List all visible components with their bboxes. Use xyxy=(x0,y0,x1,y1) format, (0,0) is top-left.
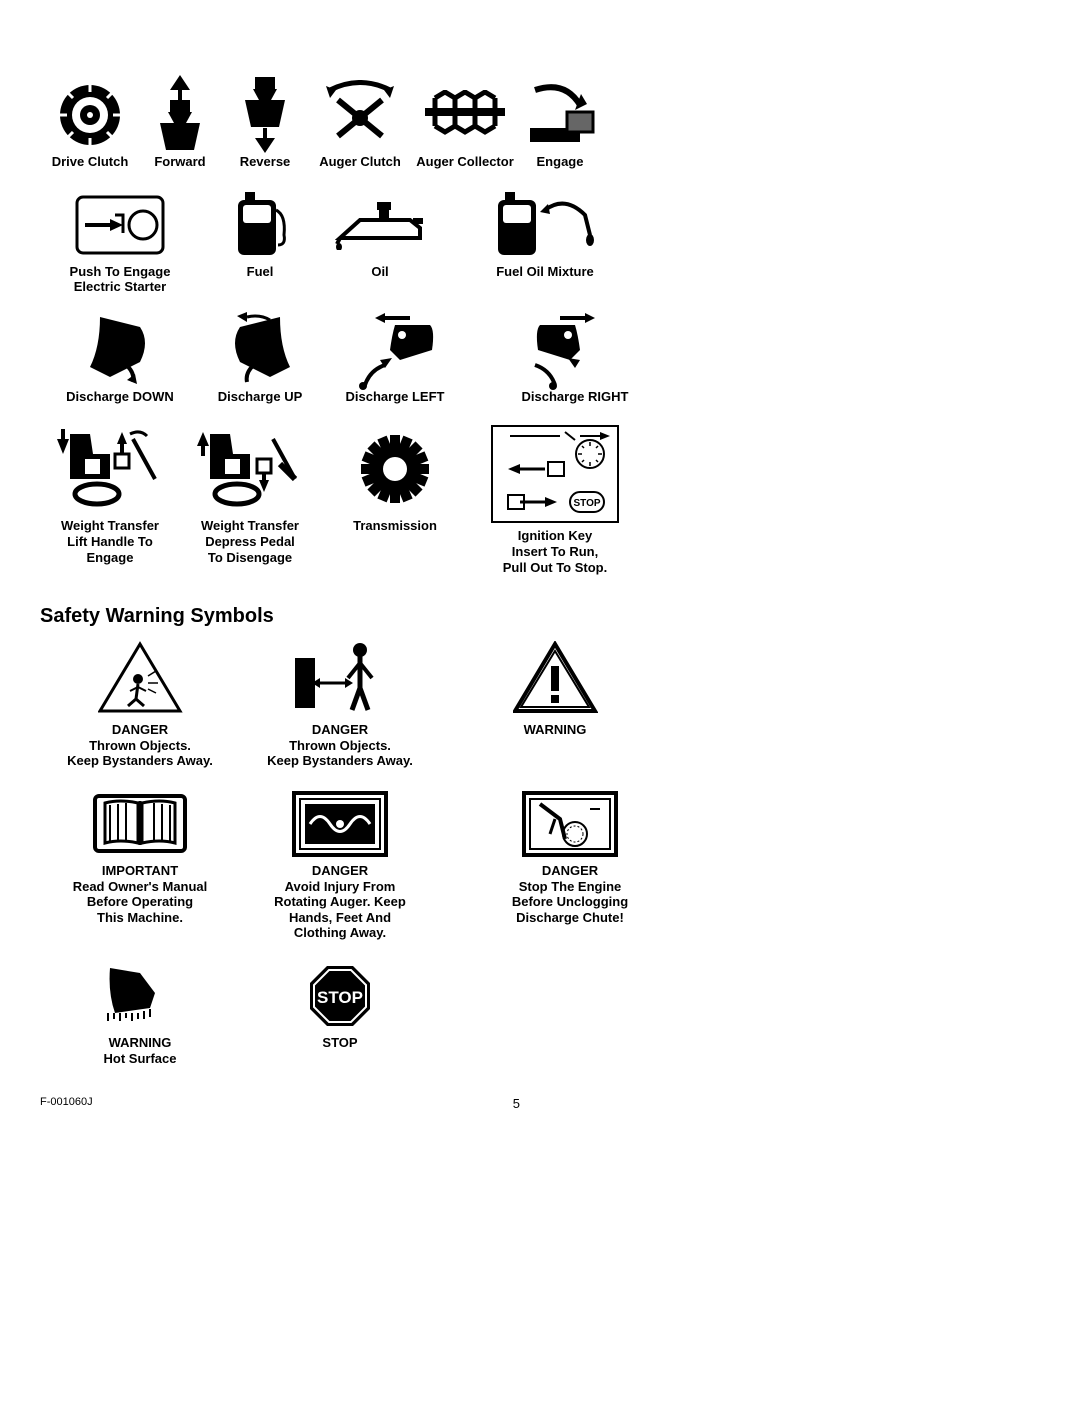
danger-chute-icon xyxy=(520,789,620,859)
symbol-discharge-left: Discharge LEFT xyxy=(320,315,470,405)
symbol-ignition-key: STOP Ignition Key Insert To Run, Pull Ou… xyxy=(480,424,630,575)
row1: Drive Clutch Forward Reverse xyxy=(40,80,1040,190)
manual-icon xyxy=(90,789,190,859)
symbol-transmission: Transmission xyxy=(320,424,470,575)
symbol-auger-clutch: Auger Clutch xyxy=(310,80,410,170)
row2: Push To Engage Electric Starter Fuel Oil xyxy=(40,190,1040,315)
symbol-discharge-right: Discharge RIGHT xyxy=(500,315,650,405)
label: IMPORTANT Read Owner's Manual Before Ope… xyxy=(73,863,208,925)
label: WARNING Hot Surface xyxy=(104,1035,177,1066)
forward-icon xyxy=(160,80,200,150)
discharge-right-icon xyxy=(530,315,620,385)
drive-clutch-icon xyxy=(55,80,125,150)
discharge-left-icon xyxy=(350,315,440,385)
label: WARNING xyxy=(524,722,587,738)
symbol-warning: WARNING xyxy=(480,638,630,769)
label: Discharge LEFT xyxy=(346,389,445,405)
label: Ignition Key Insert To Run, Pull Out To … xyxy=(503,528,607,575)
symbol-warning-hot: WARNING Hot Surface xyxy=(40,961,240,1066)
label: STOP xyxy=(322,1035,357,1051)
label: Engage xyxy=(537,154,584,170)
label: Drive Clutch xyxy=(52,154,129,170)
label: Weight Transfer Depress Pedal To Disenga… xyxy=(201,518,299,565)
svg-text:STOP: STOP xyxy=(573,498,600,509)
hot-surface-icon xyxy=(100,961,180,1031)
label: Push To Engage Electric Starter xyxy=(70,264,171,295)
symbol-discharge-down: Discharge DOWN xyxy=(40,315,200,405)
label: Oil xyxy=(371,264,388,280)
fuel-icon xyxy=(230,190,290,260)
symbol-reverse: Reverse xyxy=(220,80,310,170)
label: DANGER Thrown Objects. Keep Bystanders A… xyxy=(267,722,413,769)
label: Discharge RIGHT xyxy=(522,389,629,405)
row4: Weight Transfer Lift Handle To Engage We… xyxy=(40,424,1040,595)
page-number: 5 xyxy=(513,1096,520,1111)
warning-triangle-icon xyxy=(513,638,598,718)
symbol-forward: Forward xyxy=(140,80,220,170)
label: Discharge DOWN xyxy=(66,389,174,405)
push-engage-icon xyxy=(75,190,165,260)
label: DANGER Stop The Engine Before Unclogging… xyxy=(512,863,628,925)
discharge-up-icon xyxy=(225,315,295,385)
symbol-fuel: Fuel xyxy=(200,190,320,295)
symbol-weight-transfer-engage: Weight Transfer Lift Handle To Engage xyxy=(40,424,180,575)
label: Auger Collector xyxy=(416,154,514,170)
symbol-stop: STOP STOP xyxy=(240,961,440,1066)
label: Auger Clutch xyxy=(319,154,401,170)
row5: DANGER Thrown Objects. Keep Bystanders A… xyxy=(40,638,1040,789)
page: Drive Clutch Forward Reverse xyxy=(0,0,1080,1151)
symbol-danger-thrown-1: DANGER Thrown Objects. Keep Bystanders A… xyxy=(40,638,240,769)
label: Transmission xyxy=(353,518,437,534)
auger-collector-icon xyxy=(420,80,510,150)
symbol-weight-transfer-disengage: Weight Transfer Depress Pedal To Disenga… xyxy=(180,424,320,575)
section-heading: Safety Warning Symbols xyxy=(40,605,1040,628)
symbol-drive-clutch: Drive Clutch xyxy=(40,80,140,170)
symbol-oil: Oil xyxy=(320,190,440,295)
weight-transfer-disengage-icon xyxy=(195,424,305,514)
row7: WARNING Hot Surface STOP STOP xyxy=(40,961,1040,1086)
ignition-key-icon: STOP xyxy=(490,424,620,524)
danger-triangle-icon xyxy=(98,638,183,718)
weight-transfer-engage-icon xyxy=(55,424,165,514)
oil-icon xyxy=(335,190,425,260)
symbol-fuel-oil-mixture: Fuel Oil Mixture xyxy=(470,190,620,295)
symbol-danger-stop-engine: DANGER Stop The Engine Before Unclogging… xyxy=(480,789,660,941)
reverse-icon xyxy=(245,80,285,150)
danger-auger-icon xyxy=(290,789,390,859)
footer-code: F-001060J xyxy=(40,1096,93,1111)
symbol-danger-auger: DANGER Avoid Injury From Rotating Auger.… xyxy=(240,789,440,941)
transmission-icon xyxy=(355,424,435,514)
label: Forward xyxy=(154,154,205,170)
label: DANGER Thrown Objects. Keep Bystanders A… xyxy=(67,722,213,769)
symbol-danger-thrown-2: DANGER Thrown Objects. Keep Bystanders A… xyxy=(240,638,440,769)
row3: Discharge DOWN Discharge UP Dis xyxy=(40,315,1040,425)
row6: IMPORTANT Read Owner's Manual Before Ope… xyxy=(40,789,1040,961)
symbol-engage: Engage xyxy=(520,80,600,170)
stop-sign-icon: STOP xyxy=(305,961,375,1031)
fuel-oil-mixture-icon xyxy=(490,190,600,260)
label: Discharge UP xyxy=(218,389,303,405)
danger-thrown-person-icon xyxy=(290,638,390,718)
label: Fuel xyxy=(247,264,274,280)
label: Reverse xyxy=(240,154,291,170)
symbol-auger-collector: Auger Collector xyxy=(410,80,520,170)
label: Weight Transfer Lift Handle To Engage xyxy=(61,518,159,565)
symbol-discharge-up: Discharge UP xyxy=(200,315,320,405)
symbol-important-manual: IMPORTANT Read Owner's Manual Before Ope… xyxy=(40,789,240,941)
discharge-down-icon xyxy=(85,315,155,385)
label: Fuel Oil Mixture xyxy=(496,264,594,280)
auger-clutch-icon xyxy=(320,80,400,150)
footer: F-001060J 5 xyxy=(40,1096,520,1111)
svg-text:STOP: STOP xyxy=(317,988,363,1007)
symbol-push-engage: Push To Engage Electric Starter xyxy=(40,190,200,295)
label: DANGER Avoid Injury From Rotating Auger.… xyxy=(274,863,406,941)
engage-icon xyxy=(525,80,595,150)
